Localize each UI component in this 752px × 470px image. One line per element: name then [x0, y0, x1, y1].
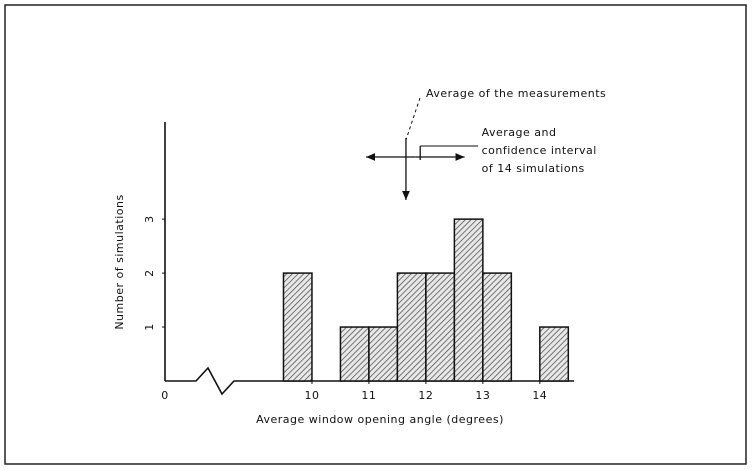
- x-tick-label: 14: [532, 389, 547, 402]
- x-tick-label: 12: [418, 389, 433, 402]
- bar: [282, 272, 313, 382]
- annotation: Average and: [482, 126, 557, 139]
- origin-label: 0: [161, 389, 169, 402]
- x-tick-label: 10: [304, 389, 319, 402]
- measurement-leader: [405, 97, 421, 141]
- frame: [4, 4, 747, 465]
- y-tick-label: 3: [143, 215, 156, 223]
- bar: [539, 326, 570, 382]
- axis-break: [165, 366, 255, 396]
- y-axis-label: Number of simulations: [113, 194, 126, 329]
- y-tick-label: 1: [143, 323, 156, 331]
- bar: [396, 272, 427, 382]
- y-tick-label: 2: [143, 269, 156, 277]
- x-tick-label: 11: [361, 389, 376, 402]
- annotation: confidence interval: [482, 144, 597, 157]
- bar: [425, 272, 456, 382]
- bar: [368, 326, 399, 382]
- bar: [482, 272, 513, 382]
- bar: [339, 326, 370, 382]
- bar: [453, 218, 484, 382]
- x-tick-label: 13: [475, 389, 490, 402]
- annotation: Average of the measurements: [426, 87, 606, 100]
- x-axis-label: Average window opening angle (degrees): [256, 413, 504, 426]
- annotation: of 14 simulations: [482, 162, 585, 175]
